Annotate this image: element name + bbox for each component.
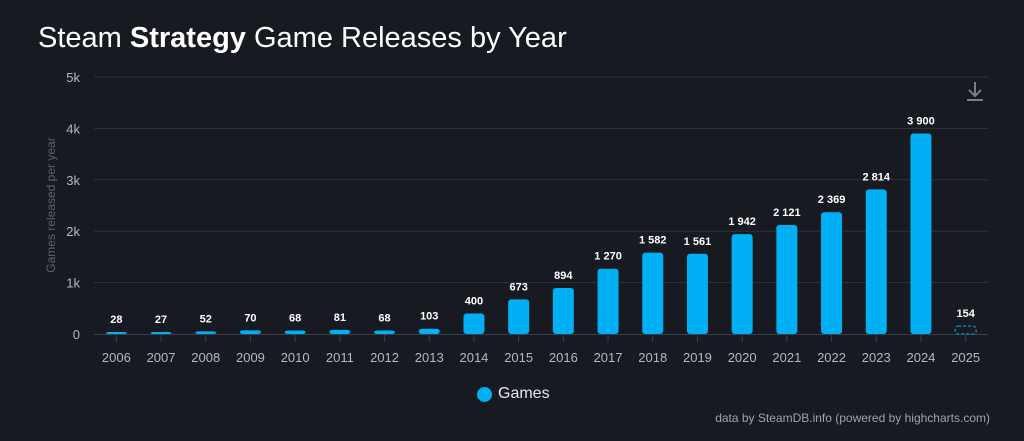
data-label: 2 369 (818, 194, 846, 206)
y-axis-title: Games released per year (44, 137, 58, 272)
data-label: 673 (509, 281, 527, 293)
x-tick-label: 2009 (236, 350, 265, 365)
y-tick-label: 1k (66, 276, 80, 291)
legend-label: Games (498, 385, 550, 402)
title-suffix: Game Releases by Year (245, 22, 567, 54)
x-tick-label: 2017 (594, 350, 623, 365)
bar-2023[interactable] (865, 189, 887, 334)
data-label: 894 (554, 270, 573, 282)
download-icon[interactable] (964, 80, 986, 102)
bar-2021[interactable] (776, 224, 798, 334)
data-label: 400 (465, 295, 483, 307)
y-tick-label: 4k (66, 121, 80, 136)
legend-marker (477, 386, 492, 402)
title-bold: Strategy (129, 22, 246, 54)
bar-2024[interactable] (910, 133, 932, 334)
bar-2006[interactable] (105, 332, 127, 334)
legend-item-games[interactable]: Games (477, 385, 550, 403)
bar-2012[interactable] (374, 330, 396, 334)
data-label: 2 121 (773, 207, 801, 219)
data-label: 1 942 (728, 216, 756, 228)
y-tick-label: 5k (66, 70, 80, 85)
x-tick-label: 2019 (683, 350, 712, 365)
data-label: 27 (155, 314, 167, 326)
y-tick-label: 3k (66, 173, 80, 188)
y-tick-label: 2k (66, 224, 80, 239)
bar-2016[interactable] (552, 288, 574, 334)
bar-2009[interactable] (239, 330, 261, 334)
x-tick-label: 2021 (772, 350, 801, 365)
data-label: 68 (289, 313, 301, 325)
x-tick-label: 2006 (102, 350, 131, 365)
credit-text[interactable]: data by SteamDB.info (powered by highcha… (715, 411, 990, 425)
x-tick-label: 2013 (415, 350, 444, 365)
x-tick-label: 2010 (281, 350, 310, 365)
data-label: 2 814 (862, 171, 890, 183)
data-label: 70 (244, 312, 256, 324)
title-prefix: Steam (38, 22, 130, 54)
bar-2020[interactable] (731, 234, 753, 334)
data-label: 52 (200, 313, 212, 325)
bar-2008[interactable] (195, 331, 217, 334)
bar-2019[interactable] (686, 253, 708, 334)
bar-2017[interactable] (597, 268, 619, 334)
data-label: 1 270 (594, 251, 622, 263)
data-label: 103 (420, 311, 438, 323)
bar-2013[interactable] (418, 328, 440, 334)
x-tick-label: 2016 (549, 350, 578, 365)
x-tick-label: 2023 (862, 350, 891, 365)
x-tick-label: 2024 (906, 350, 935, 365)
bar-2010[interactable] (284, 330, 306, 334)
x-tick-label: 2020 (728, 350, 757, 365)
data-label: 3 900 (907, 116, 935, 128)
bar-2022[interactable] (821, 212, 843, 334)
x-tick-label: 2008 (191, 350, 220, 365)
data-label: 68 (378, 313, 390, 325)
bar-2011[interactable] (329, 329, 351, 334)
x-tick-label: 2015 (504, 350, 533, 365)
data-label: 81 (334, 312, 346, 324)
bar-2007[interactable] (150, 332, 172, 334)
x-tick-label: 2018 (638, 350, 667, 365)
data-label: 154 (956, 308, 975, 320)
bar-2014[interactable] (463, 313, 485, 334)
data-label: 1 582 (639, 235, 667, 247)
bar-2018[interactable] (642, 252, 664, 334)
x-tick-label: 2012 (370, 350, 399, 365)
y-tick-label: 0 (73, 327, 80, 342)
x-tick-label: 2022 (817, 350, 846, 365)
x-tick-label: 2007 (147, 350, 176, 365)
data-label: 28 (110, 314, 122, 326)
bar-2025[interactable] (954, 325, 977, 335)
x-tick-label: 2025 (951, 350, 980, 365)
chart-title: Steam Strategy Game Releases by Year (38, 22, 567, 55)
x-tick-label: 2014 (459, 350, 488, 365)
x-tick-label: 2011 (326, 350, 354, 365)
data-label: 1 561 (684, 236, 712, 248)
bar-2015[interactable] (508, 299, 530, 334)
